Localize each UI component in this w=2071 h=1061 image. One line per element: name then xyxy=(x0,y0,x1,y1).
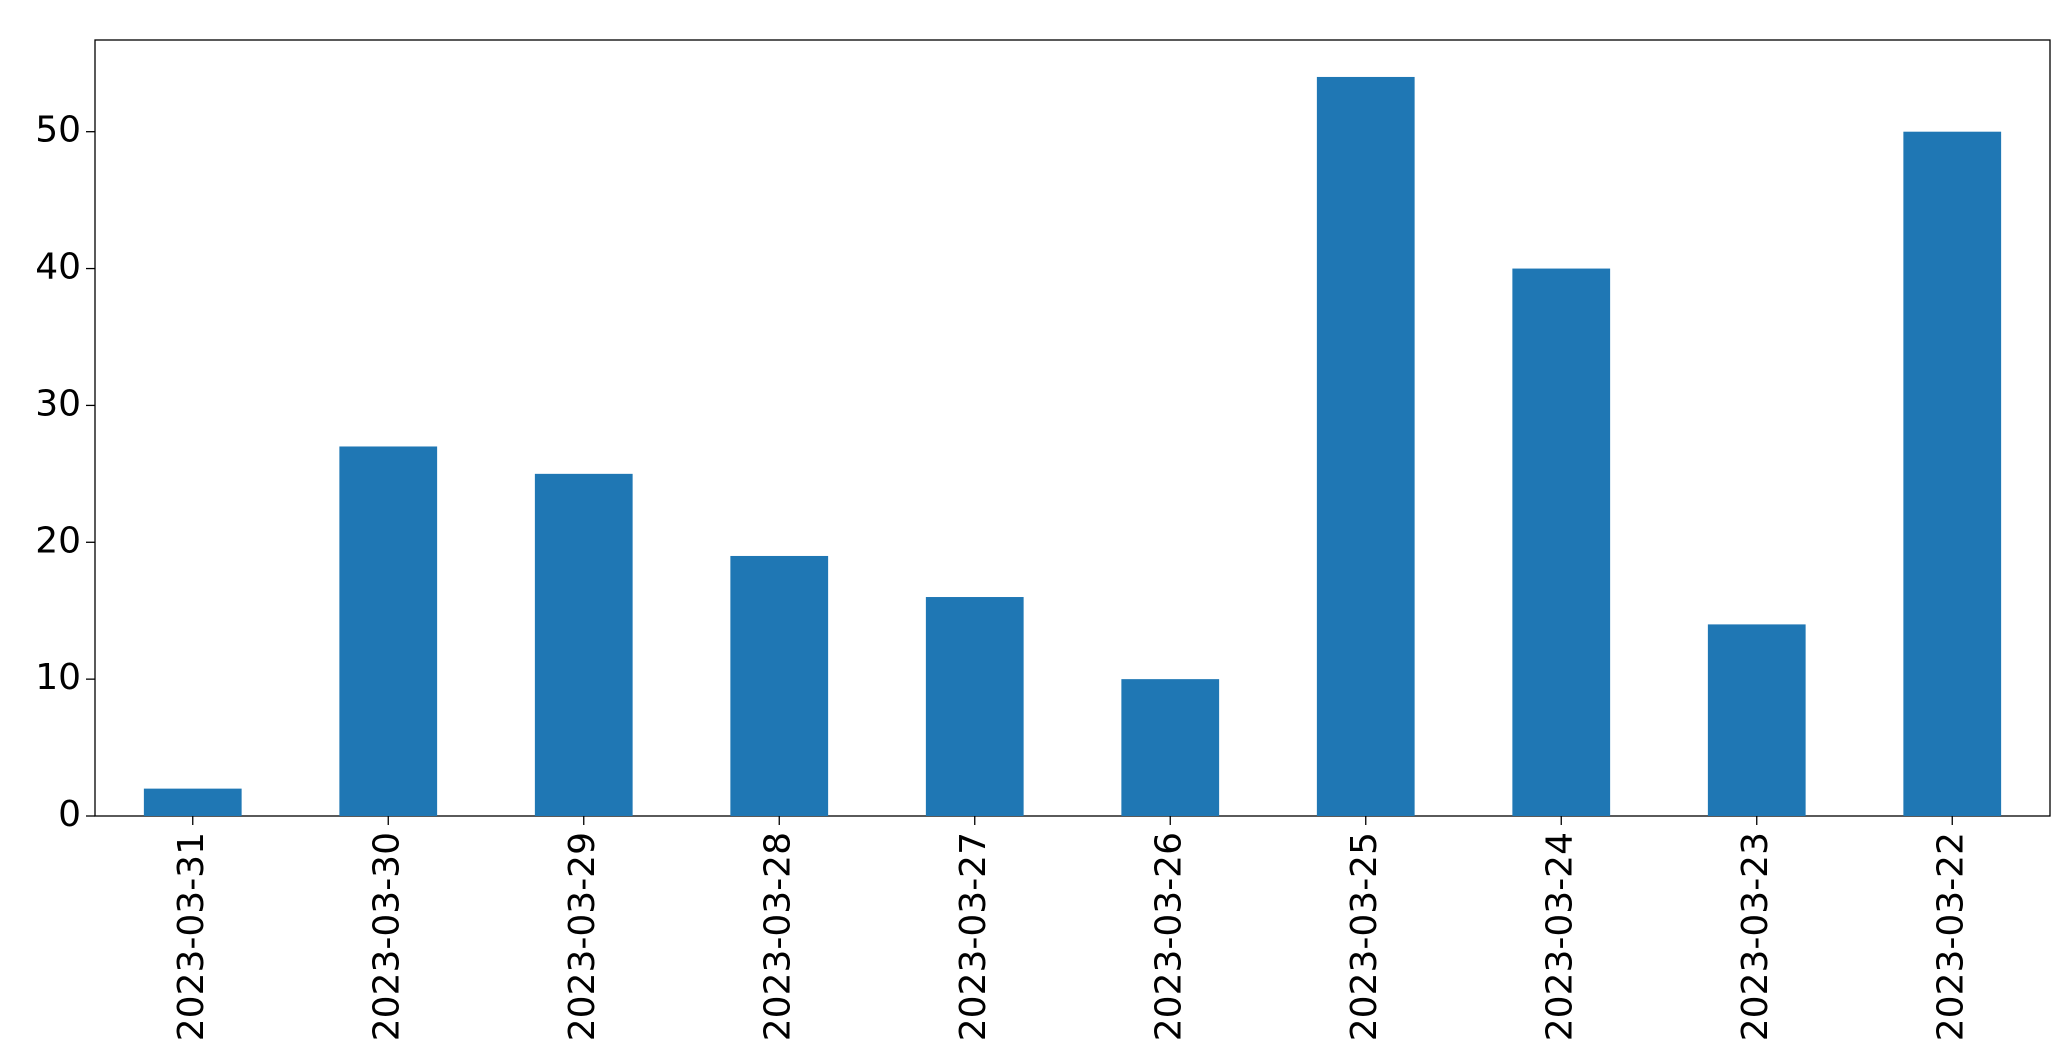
y-tick-label: 50 xyxy=(35,110,81,151)
x-tick-label: 2023-03-28 xyxy=(757,832,798,1041)
y-tick-label: 0 xyxy=(58,794,81,835)
y-tick-label: 30 xyxy=(35,383,81,424)
x-tick-label: 2023-03-30 xyxy=(366,832,407,1041)
x-tick-label: 2023-03-23 xyxy=(1735,832,1776,1041)
bar xyxy=(1121,679,1220,816)
y-tick-label: 20 xyxy=(35,520,81,561)
x-tick-label: 2023-03-24 xyxy=(1539,832,1580,1041)
x-tick-label: 2023-03-25 xyxy=(1344,832,1385,1041)
bar xyxy=(1316,76,1415,816)
bar xyxy=(339,446,438,816)
bar xyxy=(1903,131,2002,816)
bar xyxy=(534,473,633,816)
bar xyxy=(925,597,1024,816)
bar xyxy=(730,555,829,816)
bar xyxy=(143,788,242,816)
x-tick-label: 2023-03-22 xyxy=(1930,832,1971,1041)
x-tick-label: 2023-03-26 xyxy=(1148,832,1189,1041)
y-tick-label: 40 xyxy=(35,247,81,288)
bar xyxy=(1512,268,1611,816)
y-tick-label: 10 xyxy=(35,657,81,698)
x-tick-label: 2023-03-31 xyxy=(171,832,212,1041)
x-tick-label: 2023-03-27 xyxy=(953,832,994,1041)
bar xyxy=(1707,624,1806,816)
plot-frame xyxy=(94,39,2051,817)
x-tick-label: 2023-03-29 xyxy=(562,832,603,1041)
